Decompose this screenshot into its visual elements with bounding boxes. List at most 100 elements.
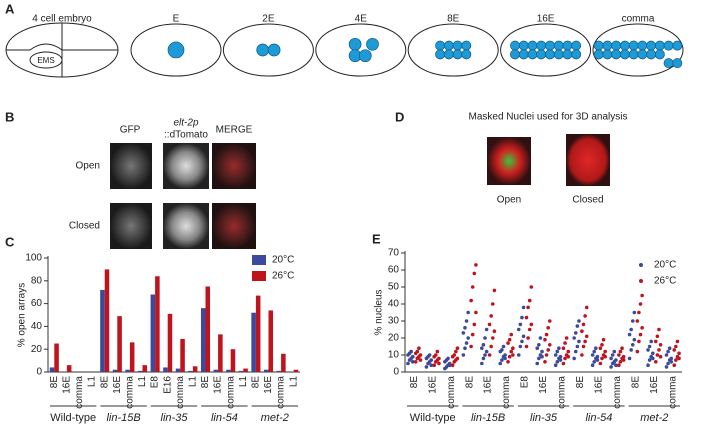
point bbox=[672, 363, 677, 368]
point bbox=[563, 341, 567, 345]
nucleus bbox=[602, 40, 613, 51]
bar bbox=[238, 370, 244, 372]
point bbox=[577, 319, 581, 323]
y-tick-label: 40 bbox=[388, 299, 400, 310]
point bbox=[483, 353, 487, 357]
point bbox=[555, 349, 560, 354]
x-tick-label: 16E bbox=[594, 376, 605, 394]
nucleus bbox=[256, 43, 270, 57]
micrograph bbox=[163, 143, 209, 189]
nucleus bbox=[348, 37, 362, 51]
point bbox=[435, 349, 440, 354]
point bbox=[629, 327, 633, 332]
nucleus bbox=[672, 40, 683, 51]
point bbox=[540, 354, 544, 359]
nucleus bbox=[628, 40, 639, 51]
x-tick-label: L1 bbox=[87, 376, 98, 388]
point bbox=[594, 346, 598, 351]
x-tick-label: comma bbox=[501, 376, 512, 409]
bar bbox=[293, 369, 299, 372]
stage-label: 4 cell embryo bbox=[32, 14, 92, 25]
point bbox=[629, 348, 633, 352]
micrograph bbox=[110, 203, 152, 249]
nucleus bbox=[461, 49, 472, 60]
point bbox=[470, 285, 475, 289]
point bbox=[563, 356, 567, 361]
bar bbox=[243, 368, 248, 372]
x-tick-label: comma bbox=[225, 376, 236, 409]
point bbox=[674, 344, 678, 349]
nucleus bbox=[571, 40, 582, 51]
nucleus bbox=[654, 40, 665, 51]
point bbox=[543, 360, 547, 364]
x-tick-label: 8E bbox=[575, 376, 586, 389]
point bbox=[466, 310, 470, 315]
point bbox=[543, 337, 547, 342]
bar bbox=[255, 295, 261, 372]
point bbox=[651, 351, 655, 356]
bar bbox=[175, 368, 181, 372]
point bbox=[469, 344, 473, 349]
point bbox=[455, 356, 460, 361]
bar bbox=[142, 365, 148, 372]
point bbox=[637, 310, 641, 315]
legend-label: 20°C bbox=[272, 255, 294, 266]
point bbox=[520, 315, 524, 320]
ems-cell bbox=[29, 51, 63, 69]
point bbox=[610, 353, 615, 357]
point bbox=[524, 315, 529, 320]
nucleus bbox=[611, 40, 622, 51]
point bbox=[655, 334, 660, 339]
point bbox=[452, 353, 457, 357]
point bbox=[558, 358, 563, 362]
point bbox=[592, 349, 597, 354]
group-label: lin-15B bbox=[106, 412, 140, 424]
group-label: Wild-type bbox=[50, 412, 96, 424]
nucleus bbox=[637, 49, 648, 60]
nucleus bbox=[461, 40, 472, 51]
x-tick-label: 16E bbox=[483, 376, 494, 394]
stage-label: 8E bbox=[447, 14, 460, 25]
point bbox=[646, 348, 650, 352]
point bbox=[547, 319, 552, 323]
point bbox=[657, 348, 661, 352]
bar bbox=[100, 289, 105, 372]
nucleus bbox=[611, 49, 622, 60]
point bbox=[598, 346, 603, 351]
point bbox=[583, 339, 587, 344]
x-tick-label: 16E bbox=[62, 376, 73, 394]
point bbox=[590, 353, 595, 357]
point bbox=[417, 346, 421, 351]
point bbox=[558, 354, 563, 359]
nucleus bbox=[672, 58, 683, 69]
point bbox=[561, 361, 566, 366]
bar bbox=[230, 349, 236, 372]
y-tick-label: 100 bbox=[25, 253, 42, 264]
group-label: lin-35 bbox=[161, 412, 189, 424]
point bbox=[466, 336, 470, 340]
x-tick-label: 8E bbox=[49, 376, 60, 389]
bar bbox=[213, 369, 219, 372]
point bbox=[658, 343, 663, 347]
stage-label: E bbox=[173, 14, 180, 25]
nucleus bbox=[510, 40, 520, 51]
y-tick-label: 30 bbox=[388, 316, 400, 327]
point bbox=[672, 348, 677, 352]
point bbox=[484, 349, 489, 354]
column-label: MERGE bbox=[216, 125, 253, 136]
column-label: elt-2p bbox=[173, 118, 198, 129]
nucleus bbox=[518, 40, 529, 51]
point bbox=[450, 363, 455, 368]
point bbox=[595, 354, 600, 359]
bar bbox=[167, 313, 173, 372]
stage-label: 2E bbox=[262, 14, 275, 25]
point bbox=[555, 360, 560, 364]
stage-label: 4E bbox=[355, 14, 368, 25]
point bbox=[632, 337, 637, 342]
point bbox=[595, 358, 600, 362]
point bbox=[521, 305, 526, 310]
point bbox=[617, 353, 621, 357]
point bbox=[472, 271, 477, 276]
nucleus bbox=[654, 49, 665, 60]
panel-label: A bbox=[5, 1, 15, 16]
